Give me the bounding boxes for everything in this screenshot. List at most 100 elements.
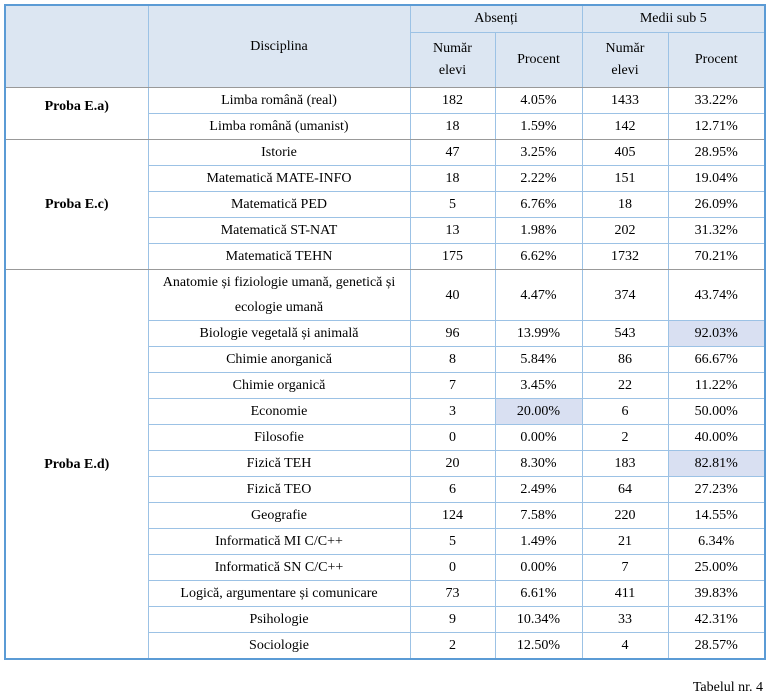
table-row: Chimie anorganică 8 5.84% 86 66.67% — [5, 346, 766, 373]
value-cell: 7 — [409, 372, 496, 399]
disciplina-cell: Anatomie și fiziologie umană, genetică ș… — [147, 269, 411, 321]
disciplina-cell: Biologie vegetală și animală — [147, 320, 411, 347]
value-cell: 39.83% — [667, 580, 766, 607]
value-cell: 9 — [409, 606, 496, 633]
value-cell: 73 — [409, 580, 496, 607]
disciplina-cell: Limba română (umanist) — [147, 113, 411, 140]
table-row: Filosofie 0 0.00% 2 40.00% — [5, 424, 766, 451]
table-header: Disciplina Absenți Medii sub 5 Număr ele… — [4, 4, 766, 88]
table-row: Chimie organică 7 3.45% 22 11.22% — [5, 372, 766, 399]
value-cell: 7.58% — [494, 502, 583, 529]
table-row: Proba E.c) Istorie 47 3.25% 405 28.95% — [4, 139, 766, 270]
table-row: Logică, argumentare și comunicare 73 6.61%… — [5, 580, 766, 607]
disciplina-cell: Fizică TEH — [147, 450, 411, 477]
table-row: Limba română (umanist) 18 1.59% 142 12.71% — [5, 113, 766, 140]
column-header-numar-elevi-absenti: Număr elevi — [409, 32, 496, 88]
value-cell: 14.55% — [667, 502, 766, 529]
value-cell: 3.45% — [494, 372, 583, 399]
value-cell: 6.61% — [494, 580, 583, 607]
column-header-disciplina: Disciplina — [147, 4, 411, 88]
value-cell: 96 — [409, 320, 496, 347]
value-cell: 2 — [409, 632, 496, 660]
table-row: Matematică PED 5 6.76% 18 26.09% — [5, 191, 766, 218]
value-cell: 5 — [409, 191, 496, 218]
table-row: Geografie 124 7.58% 220 14.55% — [5, 502, 766, 529]
disciplina-cell: Informatică SN C/C++ — [147, 554, 411, 581]
value-cell: 374 — [581, 269, 669, 321]
value-cell: 33 — [581, 606, 669, 633]
value-cell: 70.21% — [667, 243, 766, 270]
value-cell: 28.57% — [667, 632, 766, 660]
disciplina-cell: Limba română (real) — [147, 87, 411, 114]
value-cell: 124 — [409, 502, 496, 529]
table-row: Sociologie 2 12.50% 4 28.57% — [5, 632, 766, 660]
column-header-numar-elevi-medii: Număr elevi — [581, 32, 669, 88]
value-cell: 1732 — [581, 243, 669, 270]
disciplina-cell: Geografie — [147, 502, 411, 529]
value-cell: 6 — [409, 476, 496, 503]
value-cell: 47 — [409, 139, 496, 166]
value-cell: 8 — [409, 346, 496, 373]
value-cell: 8.30% — [494, 450, 583, 477]
disciplina-cell: Filosofie — [147, 424, 411, 451]
value-cell: 86 — [581, 346, 669, 373]
value-cell: 2.49% — [494, 476, 583, 503]
value-cell: 151 — [581, 165, 669, 192]
value-cell: 0 — [409, 424, 496, 451]
exam-results-table: Disciplina Absenți Medii sub 5 Număr ele… — [4, 4, 767, 660]
disciplina-cell: Matematică ST-NAT — [147, 217, 411, 244]
disciplina-cell: Matematică TEHN — [147, 243, 411, 270]
value-cell: 12.71% — [667, 113, 766, 140]
value-cell: 21 — [581, 528, 669, 555]
value-cell: 22 — [581, 372, 669, 399]
value-cell: 3.25% — [494, 139, 583, 166]
table-row: Proba E.a) Limba română (real) 182 4.05% 143… — [4, 87, 766, 140]
value-cell: 142 — [581, 113, 669, 140]
value-cell: 1.49% — [494, 528, 583, 555]
value-cell: 42.31% — [667, 606, 766, 633]
value-cell: 220 — [581, 502, 669, 529]
value-cell: 13.99% — [494, 320, 583, 347]
value-cell: 92.03% — [667, 320, 766, 347]
disciplina-cell: Logică, argumentare și comunicare — [147, 580, 411, 607]
disciplina-cell: Fizică TEO — [147, 476, 411, 503]
table-row: Psihologie 9 10.34% 33 42.31% — [5, 606, 766, 633]
value-cell: 4.05% — [494, 87, 583, 114]
value-cell: 43.74% — [667, 269, 766, 321]
disciplina-cell: Psihologie — [147, 606, 411, 633]
value-cell: 2.22% — [494, 165, 583, 192]
disciplina-cell: Matematică PED — [147, 191, 411, 218]
value-cell: 50.00% — [667, 398, 766, 425]
value-cell: 0.00% — [494, 424, 583, 451]
value-cell: 6 — [581, 398, 669, 425]
table-row: Proba E.d) Anatomie și fiziologie umană, … — [4, 269, 766, 660]
value-cell: 6.76% — [494, 191, 583, 218]
value-cell: 4 — [581, 632, 669, 660]
header-sub-row: Număr elevi Procent Număr elevi Procent — [5, 32, 766, 88]
disciplina-cell: Sociologie — [147, 632, 411, 660]
value-cell: 40 — [409, 269, 496, 321]
value-cell: 4.47% — [494, 269, 583, 321]
table-caption: Tabelul nr. 4 — [692, 680, 763, 695]
value-cell: 11.22% — [667, 372, 766, 399]
table-row: Fizică TEO 6 2.49% 64 27.23% — [5, 476, 766, 503]
value-cell: 10.34% — [494, 606, 583, 633]
value-cell: 28.95% — [667, 139, 766, 166]
value-cell: 3 — [409, 398, 496, 425]
value-cell: 20.00% — [494, 398, 583, 425]
value-cell: 33.22% — [667, 87, 766, 114]
value-cell: 27.23% — [667, 476, 766, 503]
disciplina-cell: Istorie — [147, 139, 411, 166]
value-cell: 64 — [581, 476, 669, 503]
value-cell: 82.81% — [667, 450, 766, 477]
value-cell: 18 — [409, 113, 496, 140]
value-cell: 182 — [409, 87, 496, 114]
value-cell: 1.98% — [494, 217, 583, 244]
column-header-procent-medii: Procent — [667, 32, 766, 88]
value-cell: 543 — [581, 320, 669, 347]
proba-label: Proba E.c) — [4, 139, 149, 270]
table-body: Proba E.a) Limba română (real) 182 4.05% 143… — [4, 87, 766, 660]
value-cell: 7 — [581, 554, 669, 581]
table-row: Biologie vegetală și animală 96 13.99% 543 9… — [5, 320, 766, 347]
